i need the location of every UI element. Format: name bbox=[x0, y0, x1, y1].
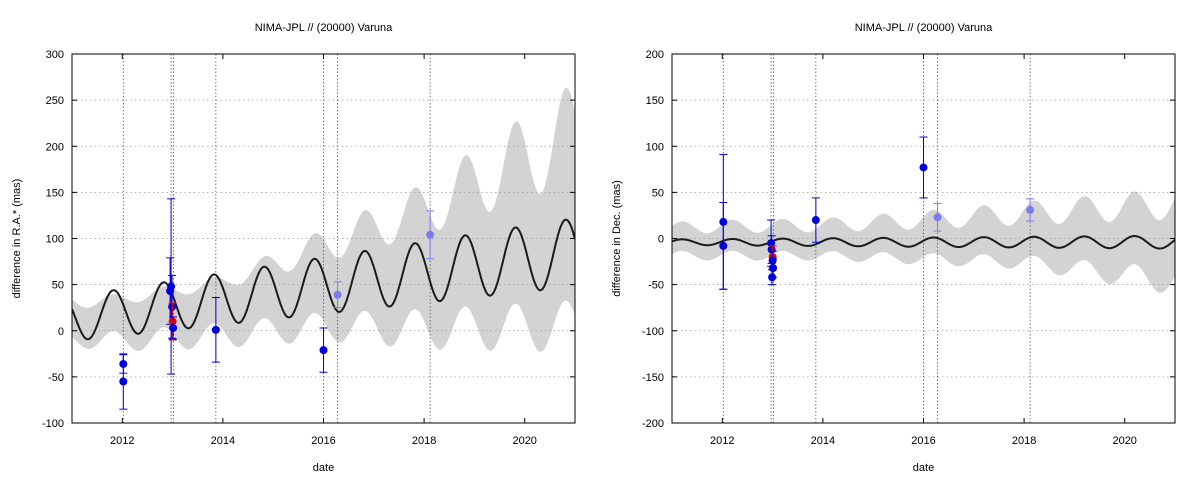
data-point-10 bbox=[426, 230, 435, 239]
x-tick-label-1: 2014 bbox=[811, 435, 835, 447]
x-tick-label-3: 2018 bbox=[1012, 435, 1036, 447]
y-tick-label-8: 300 bbox=[46, 49, 64, 61]
data-point-1 bbox=[119, 359, 128, 368]
plot-area bbox=[672, 54, 1175, 423]
x-tick-label-0: 2012 bbox=[110, 435, 134, 447]
y-tick-label-4: 0 bbox=[658, 234, 664, 246]
model-curve bbox=[72, 218, 575, 341]
data-point-7 bbox=[768, 273, 777, 282]
x-axis-label: date bbox=[913, 462, 934, 474]
x-axis-label: date bbox=[313, 462, 334, 474]
y-tick-label-3: -50 bbox=[648, 280, 664, 292]
y-tick-label-7: 150 bbox=[646, 95, 664, 107]
y-tick-label-2: -100 bbox=[642, 326, 664, 338]
x-tick-label-4: 2020 bbox=[1112, 435, 1136, 447]
data-point-3 bbox=[167, 282, 176, 291]
y-tick-label-7: 250 bbox=[46, 95, 64, 107]
data-point-1 bbox=[719, 241, 728, 250]
data-point-10 bbox=[933, 213, 942, 222]
uncertainty-band bbox=[672, 191, 1175, 293]
chart-title: NIMA-JPL // (20000) Varuna bbox=[255, 22, 393, 34]
plot-area bbox=[72, 54, 575, 423]
x-tick-label-0: 2012 bbox=[710, 435, 734, 447]
y-tick-label-1: -50 bbox=[48, 372, 64, 384]
x-tick-label-1: 2014 bbox=[211, 435, 235, 447]
data-point-6 bbox=[169, 323, 178, 332]
y-tick-label-3: 50 bbox=[52, 280, 64, 292]
data-point-8 bbox=[811, 216, 820, 225]
data-point-9 bbox=[919, 163, 928, 172]
data-point-4 bbox=[168, 302, 177, 311]
data-point-3 bbox=[767, 245, 776, 254]
y-tick-label-5: 50 bbox=[652, 187, 664, 199]
y-tick-label-1: -150 bbox=[642, 372, 664, 384]
chart-dec: -200 -150 -100 -50 0 50 100 150 200 2012 2014 2016 2… bbox=[611, 22, 1176, 474]
chart-ra: -100 -50 0 50 100 150 200 250 300 2012 2014 2016 201… bbox=[11, 22, 576, 474]
y-tick-label-4: 100 bbox=[46, 234, 64, 246]
data-point-11 bbox=[1026, 205, 1035, 214]
y-tick-label-0: -100 bbox=[42, 418, 64, 430]
y-axis-label: difference in Dec. (mas) bbox=[611, 180, 623, 297]
x-tick-label-4: 2020 bbox=[512, 435, 536, 447]
x-tick-label-2: 2016 bbox=[311, 435, 335, 447]
y-tick-label-6: 200 bbox=[46, 141, 64, 153]
data-point-7 bbox=[211, 325, 220, 334]
y-tick-label-2: 0 bbox=[58, 326, 64, 338]
data-point-2 bbox=[767, 239, 776, 248]
data-point-9 bbox=[333, 290, 342, 299]
y-tick-label-8: 200 bbox=[646, 49, 664, 61]
data-point-6 bbox=[769, 264, 778, 273]
x-tick-label-2: 2016 bbox=[911, 435, 935, 447]
y-tick-label-5: 150 bbox=[46, 187, 64, 199]
data-point-0 bbox=[119, 377, 128, 386]
x-tick-label-3: 2018 bbox=[412, 435, 436, 447]
data-point-8 bbox=[319, 346, 328, 355]
data-point-5 bbox=[768, 256, 777, 265]
chart-title: NIMA-JPL // (20000) Varuna bbox=[855, 22, 993, 34]
y-axis-label: difference in R.A.* (mas) bbox=[11, 179, 23, 299]
y-tick-label-6: 100 bbox=[646, 141, 664, 153]
model-curve bbox=[672, 235, 1175, 250]
uncertainty-band bbox=[72, 87, 575, 352]
data-point-5 bbox=[168, 317, 177, 326]
y-tick-label-0: -200 bbox=[642, 418, 664, 430]
